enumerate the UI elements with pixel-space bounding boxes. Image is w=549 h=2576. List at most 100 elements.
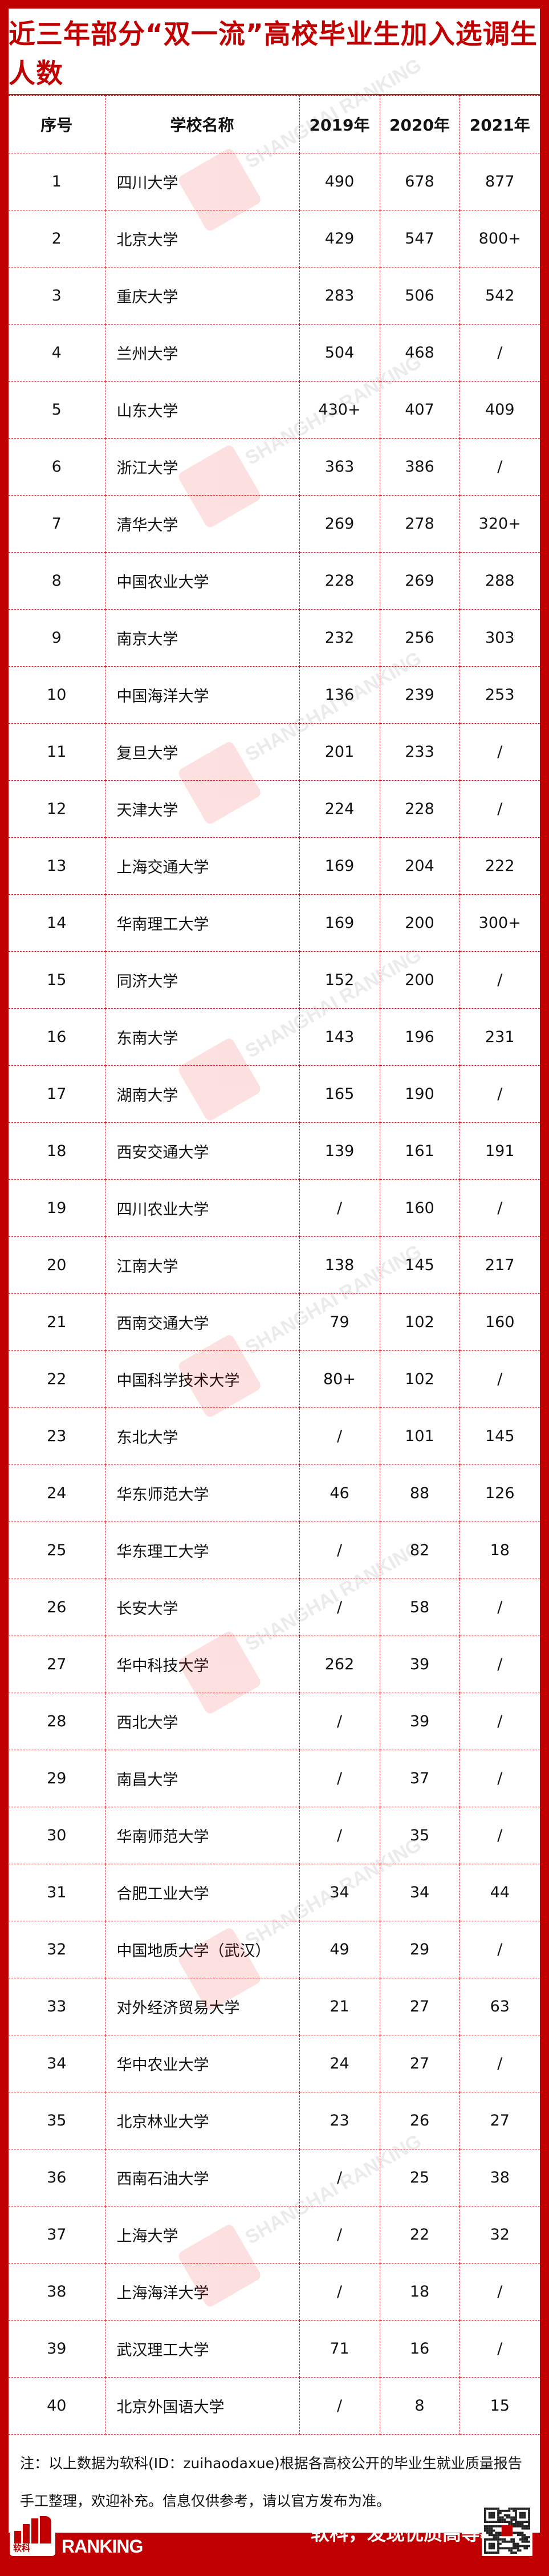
table-row: 19 四川农业大学/160/ [9, 1179, 540, 1237]
value-2019: 80+ [299, 1350, 380, 1408]
row-index: 31 [9, 1864, 105, 1921]
row-index: 24 [9, 1465, 105, 1522]
table-row: 8 中国农业大学 228 269 288 [9, 552, 540, 610]
value-2021: / [459, 1750, 540, 1807]
school-name: 东南大学 [104, 1008, 300, 1066]
value-2020: 27 [379, 2035, 460, 2092]
value-2021: 126 [459, 1465, 540, 1522]
row-index: 32 [9, 1921, 105, 1978]
value-2019: / [299, 1179, 380, 1237]
school-name: 西安交通大学 [104, 1122, 300, 1180]
row-index: 9 [9, 609, 105, 667]
value-2020: 407 [379, 381, 460, 439]
table-row: 17 湖南大学 165 190/ [9, 1065, 540, 1123]
school-name: 湖南大学 [104, 1065, 300, 1123]
table-row: 25 华东理工大学/82 18 [9, 1522, 540, 1579]
value-2021: 145 [459, 1407, 540, 1465]
school-name: 四川大学 [104, 153, 300, 210]
table-row: 6 浙江大学 363 386/ [9, 438, 540, 496]
brand-line-2: RANKING [62, 2536, 143, 2557]
value-2020: 256 [379, 609, 460, 667]
value-2021: 160 [459, 1293, 540, 1351]
school-name: 中国海洋大学 [104, 666, 300, 724]
value-2021: / [459, 2263, 540, 2321]
value-2019: 169 [299, 837, 380, 895]
row-index: 29 [9, 1750, 105, 1807]
table-row: 14 华南理工大学 169 200 300+ [9, 894, 540, 952]
value-2021: 409 [459, 381, 540, 439]
value-2021: / [459, 1350, 540, 1408]
value-2021: / [459, 951, 540, 1009]
value-2021: 18 [459, 1522, 540, 1579]
header-index: 序号 [9, 95, 105, 153]
value-2019: 430+ [299, 381, 380, 439]
value-2019: 152 [299, 951, 380, 1009]
table-row: 30 华南师范大学/35/ [9, 1807, 540, 1864]
value-2019: 363 [299, 438, 380, 496]
table-row: 3 重庆大学 283 506 542 [9, 267, 540, 324]
value-2021: 231 [459, 1008, 540, 1066]
value-2020: 190 [379, 1065, 460, 1123]
table-row: 32 中国地质大学（武汉） 49 29/ [9, 1921, 540, 1978]
value-2019: / [299, 2377, 380, 2435]
value-2021: 38 [459, 2149, 540, 2206]
value-2019: 504 [299, 324, 380, 382]
header-2021: 2021年 [459, 95, 540, 153]
value-2020: 196 [379, 1008, 460, 1066]
value-2020: 239 [379, 666, 460, 724]
value-2021: / [459, 2320, 540, 2378]
value-2021: / [459, 1693, 540, 1750]
row-index: 33 [9, 1978, 105, 2035]
table-row: 22 中国科学技术大学 80+ 102/ [9, 1350, 540, 1408]
header-school: 学校名称 [104, 95, 300, 153]
value-2021: 320+ [459, 495, 540, 553]
row-index: 36 [9, 2149, 105, 2206]
school-name: 上海交通大学 [104, 837, 300, 895]
value-2021: / [459, 723, 540, 781]
value-2020: 200 [379, 951, 460, 1009]
school-name: 江南大学 [104, 1236, 300, 1294]
value-2019: / [299, 2149, 380, 2206]
value-2019: 262 [299, 1636, 380, 1693]
row-index: 40 [9, 2377, 105, 2435]
value-2019: 490 [299, 153, 380, 210]
brand-line-1: SHANGHAI [62, 2514, 155, 2535]
value-2021: / [459, 438, 540, 496]
table-row: 35 北京林业大学 23 26 27 [9, 2092, 540, 2149]
table-row: 34 华中农业大学 24 27/ [9, 2035, 540, 2092]
value-2020: 161 [379, 1122, 460, 1180]
header-row: 序号 学校名称 2019年 2020年 2021年 [9, 95, 540, 153]
value-2019: 165 [299, 1065, 380, 1123]
value-2020: 27 [379, 1978, 460, 2035]
value-2019: 232 [299, 609, 380, 667]
school-name: 同济大学 [104, 951, 300, 1009]
row-index: 17 [9, 1065, 105, 1123]
value-2021: 300+ [459, 894, 540, 952]
value-2020: 18 [379, 2263, 460, 2321]
school-name: 天津大学 [104, 780, 300, 838]
table-row: 24 华东师范大学 46 88 126 [9, 1465, 540, 1522]
table-row: 16 东南大学 143 196 231 [9, 1008, 540, 1066]
value-2019: / [299, 1407, 380, 1465]
value-2020: 34 [379, 1864, 460, 1921]
row-index: 35 [9, 2092, 105, 2149]
row-index: 18 [9, 1122, 105, 1180]
row-index: 37 [9, 2206, 105, 2263]
value-2021: 27 [459, 2092, 540, 2149]
school-name: 兰州大学 [104, 324, 300, 382]
value-2021: 217 [459, 1236, 540, 1294]
table-row: 20 江南大学 138 145 217 [9, 1236, 540, 1294]
value-2020: 678 [379, 153, 460, 210]
table-row: 1 四川大学 490 678 877 [9, 153, 540, 210]
value-2020: 269 [379, 552, 460, 610]
row-index: 12 [9, 780, 105, 838]
value-2021: 32 [459, 2206, 540, 2263]
value-2019: 136 [299, 666, 380, 724]
school-name: 山东大学 [104, 381, 300, 439]
footer: 软科 SHANGHAI RANKING 软科，发现优质高等教育 [0, 2490, 549, 2576]
row-index: 23 [9, 1407, 105, 1465]
value-2020: 22 [379, 2206, 460, 2263]
table-row: 21 西南交通大学 79 102 160 [9, 1293, 540, 1351]
value-2020: 468 [379, 324, 460, 382]
school-name: 华南师范大学 [104, 1807, 300, 1864]
